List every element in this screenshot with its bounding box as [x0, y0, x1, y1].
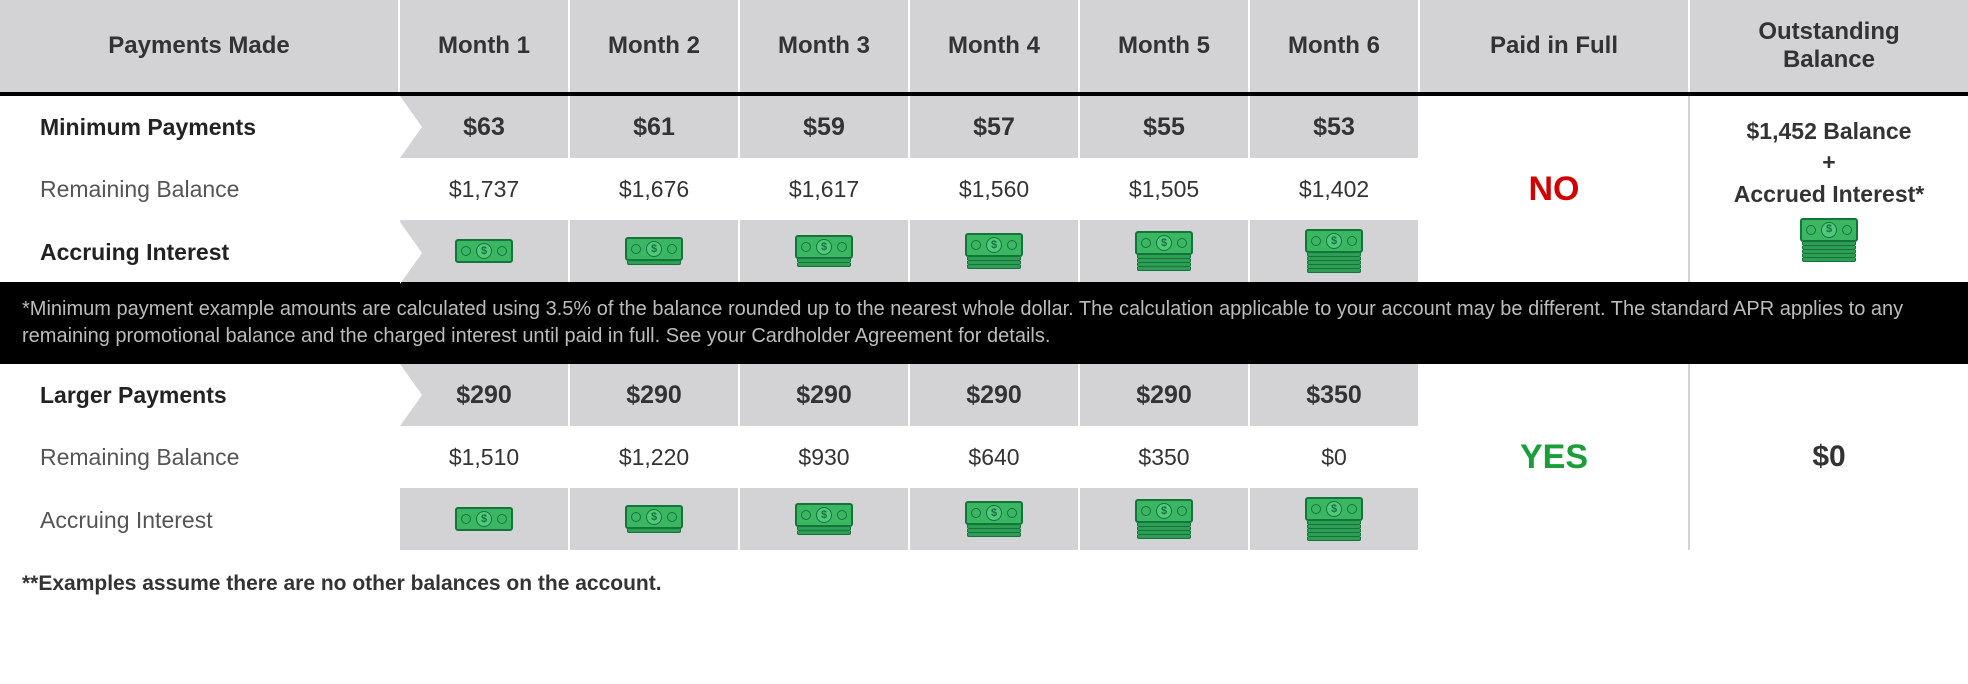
accruing-cell: $	[1250, 220, 1418, 282]
month-column: $55$1,505 $	[1080, 96, 1250, 282]
month-column: $59$1,617 $	[740, 96, 910, 282]
money-stack-icon: $	[455, 239, 513, 263]
payment-value: $350	[1250, 364, 1418, 426]
month-column: $63$1,737 $	[400, 96, 570, 282]
accruing-cell: $	[910, 488, 1078, 550]
payment-value: $290	[1080, 364, 1248, 426]
money-stack-icon: $	[625, 237, 683, 265]
hdr-month-5: Month 5	[1080, 0, 1250, 92]
money-stack-icon: $	[1800, 218, 1858, 262]
payment-value: $290	[740, 364, 908, 426]
min-out-line1: $1,452 Balance	[1734, 116, 1924, 147]
payment-value: $55	[1080, 96, 1248, 158]
large-paid-in-full: YES	[1420, 364, 1690, 550]
accruing-cell: $	[1250, 488, 1418, 550]
payment-value: $290	[910, 364, 1078, 426]
remaining-value: $1,617	[740, 158, 908, 220]
disclaimer: *Minimum payment example amounts are cal…	[0, 286, 1968, 364]
accruing-cell: $	[570, 488, 738, 550]
hdr-outstanding-balance: Outstanding Balance	[1690, 0, 1968, 92]
hdr-month-3: Month 3	[740, 0, 910, 92]
section-minimum-payments: Minimum Payments Remaining Balance Accru…	[0, 96, 1968, 286]
min-outstanding: $1,452 Balance + Accrued Interest* $	[1690, 96, 1968, 282]
money-stack-icon: $	[1305, 229, 1363, 273]
money-stack-icon: $	[1135, 231, 1193, 271]
money-stack-icon: $	[965, 233, 1023, 269]
money-stack-icon: $	[795, 235, 853, 267]
money-stack-icon: $	[455, 507, 513, 531]
month-column: $290$640 $	[910, 364, 1080, 550]
hdr-month-1: Month 1	[400, 0, 570, 92]
payment-value: $290	[400, 364, 568, 426]
month-column: $290$930 $	[740, 364, 910, 550]
accruing-cell: $	[400, 488, 568, 550]
large-title: Larger Payments	[0, 364, 400, 426]
payment-value: $61	[570, 96, 738, 158]
large-accruing-label: Accruing Interest	[0, 488, 400, 550]
hdr-paid-in-full: Paid in Full	[1420, 0, 1690, 92]
min-accruing-label: Accruing Interest	[0, 220, 400, 282]
hdr-month-2: Month 2	[570, 0, 740, 92]
remaining-value: $1,402	[1250, 158, 1418, 220]
remaining-value: $1,510	[400, 426, 568, 488]
money-stack-icon: $	[625, 505, 683, 533]
large-labels: Larger Payments Remaining Balance Accrui…	[0, 364, 400, 550]
remaining-value: $1,676	[570, 158, 738, 220]
remaining-value: $930	[740, 426, 908, 488]
payment-value: $63	[400, 96, 568, 158]
large-remaining-label: Remaining Balance	[0, 426, 400, 488]
remaining-value: $0	[1250, 426, 1418, 488]
accruing-cell: $	[740, 220, 908, 282]
accruing-cell: $	[910, 220, 1078, 282]
month-column: $290$1,510 $	[400, 364, 570, 550]
min-remaining-label: Remaining Balance	[0, 158, 400, 220]
remaining-value: $1,560	[910, 158, 1078, 220]
payment-value: $290	[570, 364, 738, 426]
month-column: $61$1,676 $	[570, 96, 740, 282]
accruing-cell: $	[570, 220, 738, 282]
large-outstanding: $0	[1690, 364, 1968, 550]
month-column: $350$0 $	[1250, 364, 1420, 550]
large-months: $290$1,510$$290$1,220$$290$930$$290$640$…	[400, 364, 1420, 550]
payment-value: $57	[910, 96, 1078, 158]
month-column: $53$1,402 $	[1250, 96, 1420, 282]
remaining-value: $640	[910, 426, 1078, 488]
remaining-value: $350	[1080, 426, 1248, 488]
remaining-value: $1,220	[570, 426, 738, 488]
min-paid-in-full: NO	[1420, 96, 1690, 282]
month-column: $57$1,560 $	[910, 96, 1080, 282]
hdr-payments-made: Payments Made	[0, 0, 400, 92]
accruing-cell: $	[1080, 488, 1248, 550]
payment-value: $59	[740, 96, 908, 158]
min-months: $63$1,737$$61$1,676$$59$1,617$$57$1,560$…	[400, 96, 1420, 282]
month-column: $290$350 $	[1080, 364, 1250, 550]
accruing-cell: $	[1080, 220, 1248, 282]
payment-value: $53	[1250, 96, 1418, 158]
money-stack-icon: $	[1305, 497, 1363, 541]
payment-comparison-table: Payments Made Month 1 Month 2 Month 3 Mo…	[0, 0, 1968, 606]
hdr-month-6: Month 6	[1250, 0, 1420, 92]
remaining-value: $1,505	[1080, 158, 1248, 220]
section-larger-payments: Larger Payments Remaining Balance Accrui…	[0, 364, 1968, 550]
min-out-line2: +	[1734, 147, 1924, 178]
hdr-month-4: Month 4	[910, 0, 1080, 92]
money-stack-icon: $	[795, 503, 853, 535]
min-labels: Minimum Payments Remaining Balance Accru…	[0, 96, 400, 282]
min-title: Minimum Payments	[0, 96, 400, 158]
min-out-line3: Accrued Interest*	[1734, 179, 1924, 210]
accruing-cell: $	[400, 220, 568, 282]
money-stack-icon: $	[965, 501, 1023, 537]
accruing-cell: $	[740, 488, 908, 550]
remaining-value: $1,737	[400, 158, 568, 220]
table-header: Payments Made Month 1 Month 2 Month 3 Mo…	[0, 0, 1968, 96]
footnote: **Examples assume there are no other bal…	[0, 550, 1968, 606]
month-column: $290$1,220 $	[570, 364, 740, 550]
money-stack-icon: $	[1135, 499, 1193, 539]
